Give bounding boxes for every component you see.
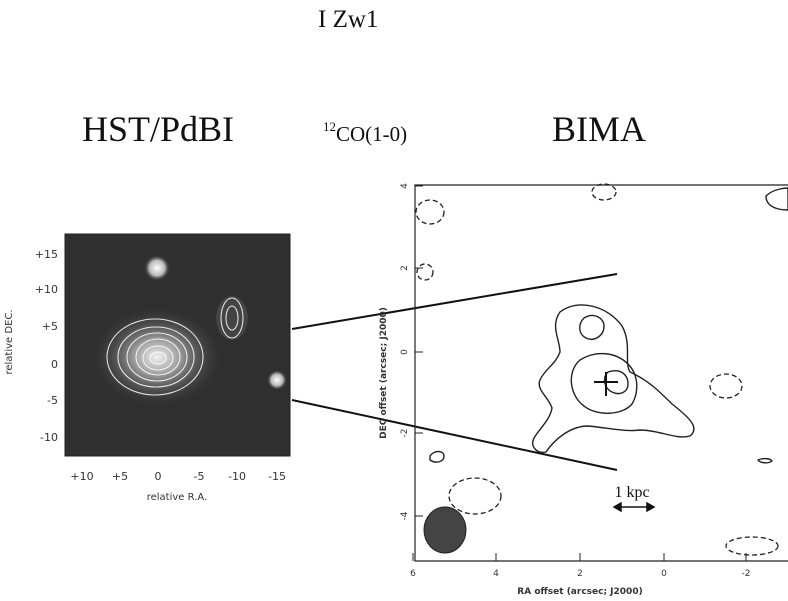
scale-bar-label: 1 kpc (614, 484, 649, 501)
hst-image-panel: +15 +10 +5 0 -5 -10 +10 +5 0 -5 -10 -15 relative R… (4, 233, 291, 503)
co-contours-overlay (106, 297, 244, 396)
bima-map-panel: 1 kpc 4 2 0 -2 -4 6 4 2 0 -2 RA offset (arcsec; … (379, 183, 788, 597)
co-line-label: CO(1-0) (336, 122, 408, 146)
left-y-tick-label: +15 (35, 248, 58, 261)
left-y-tick-label: -5 (47, 394, 58, 407)
right-x-tick-label: 0 (661, 569, 667, 579)
left-panel-heading: HST/PdBI (82, 109, 235, 149)
host-galaxy-glow (89, 305, 225, 409)
companion-glow (216, 296, 248, 340)
bima-plot-frame (414, 184, 788, 562)
right-y-tick-labels: 4 2 0 -2 -4 (400, 183, 423, 520)
left-x-tick-label: -5 (194, 470, 205, 483)
right-y-axis-label: DEC offset (arcsec; J2000) (379, 307, 389, 439)
right-x-axis-label: RA offset (arcsec; J2000) (517, 587, 642, 597)
left-y-tick-label: 0 (51, 358, 58, 371)
figure-title: I Zw1 (318, 6, 379, 33)
northern-star (144, 255, 170, 281)
left-y-axis-label: relative DEC. (4, 309, 15, 374)
right-y-tick-label: 4 (400, 183, 410, 189)
left-y-tick-label: -10 (40, 431, 58, 444)
left-y-tick-label: +10 (35, 283, 58, 296)
right-y-tick-label: 0 (400, 349, 410, 355)
left-y-tick-label: +5 (42, 320, 58, 333)
right-panel-heading: BIMA (552, 109, 647, 149)
right-y-tick-label: 2 (400, 265, 410, 271)
left-x-tick-label: -15 (268, 470, 286, 483)
right-x-tick-label: 6 (410, 569, 416, 579)
co-line-heading: 12CO(1-0) (323, 119, 407, 147)
bima-dashed-contours (415, 183, 779, 556)
right-y-tick-label: -4 (400, 511, 410, 520)
zoom-line-upper (291, 273, 618, 330)
left-y-tick-labels: +15 +10 +5 0 -5 -10 (35, 248, 58, 444)
agn-position-cross (594, 372, 618, 396)
right-y-tick-label: -2 (400, 429, 410, 438)
zoom-line-lower (291, 399, 618, 471)
eastern-star (267, 370, 287, 390)
left-x-tick-label: 0 (155, 470, 162, 483)
left-x-tick-label: +10 (70, 470, 93, 483)
right-x-tick-label: 4 (493, 569, 499, 579)
left-x-axis-label: relative R.A. (147, 492, 208, 503)
right-x-tick-labels: 6 4 2 0 -2 (410, 553, 750, 579)
left-x-tick-label: +5 (112, 470, 128, 483)
left-x-tick-label: -10 (228, 470, 246, 483)
right-x-tick-label: -2 (742, 569, 751, 579)
beam-ellipse (423, 506, 467, 554)
bima-solid-contours (429, 187, 788, 464)
scale-bar-arrow (612, 501, 656, 513)
isotope-superscript: 12 (323, 119, 336, 134)
left-x-tick-labels: +10 +5 0 -5 -10 -15 (70, 470, 286, 483)
hst-plot-frame (64, 233, 291, 457)
right-x-tick-label: 2 (577, 569, 583, 579)
